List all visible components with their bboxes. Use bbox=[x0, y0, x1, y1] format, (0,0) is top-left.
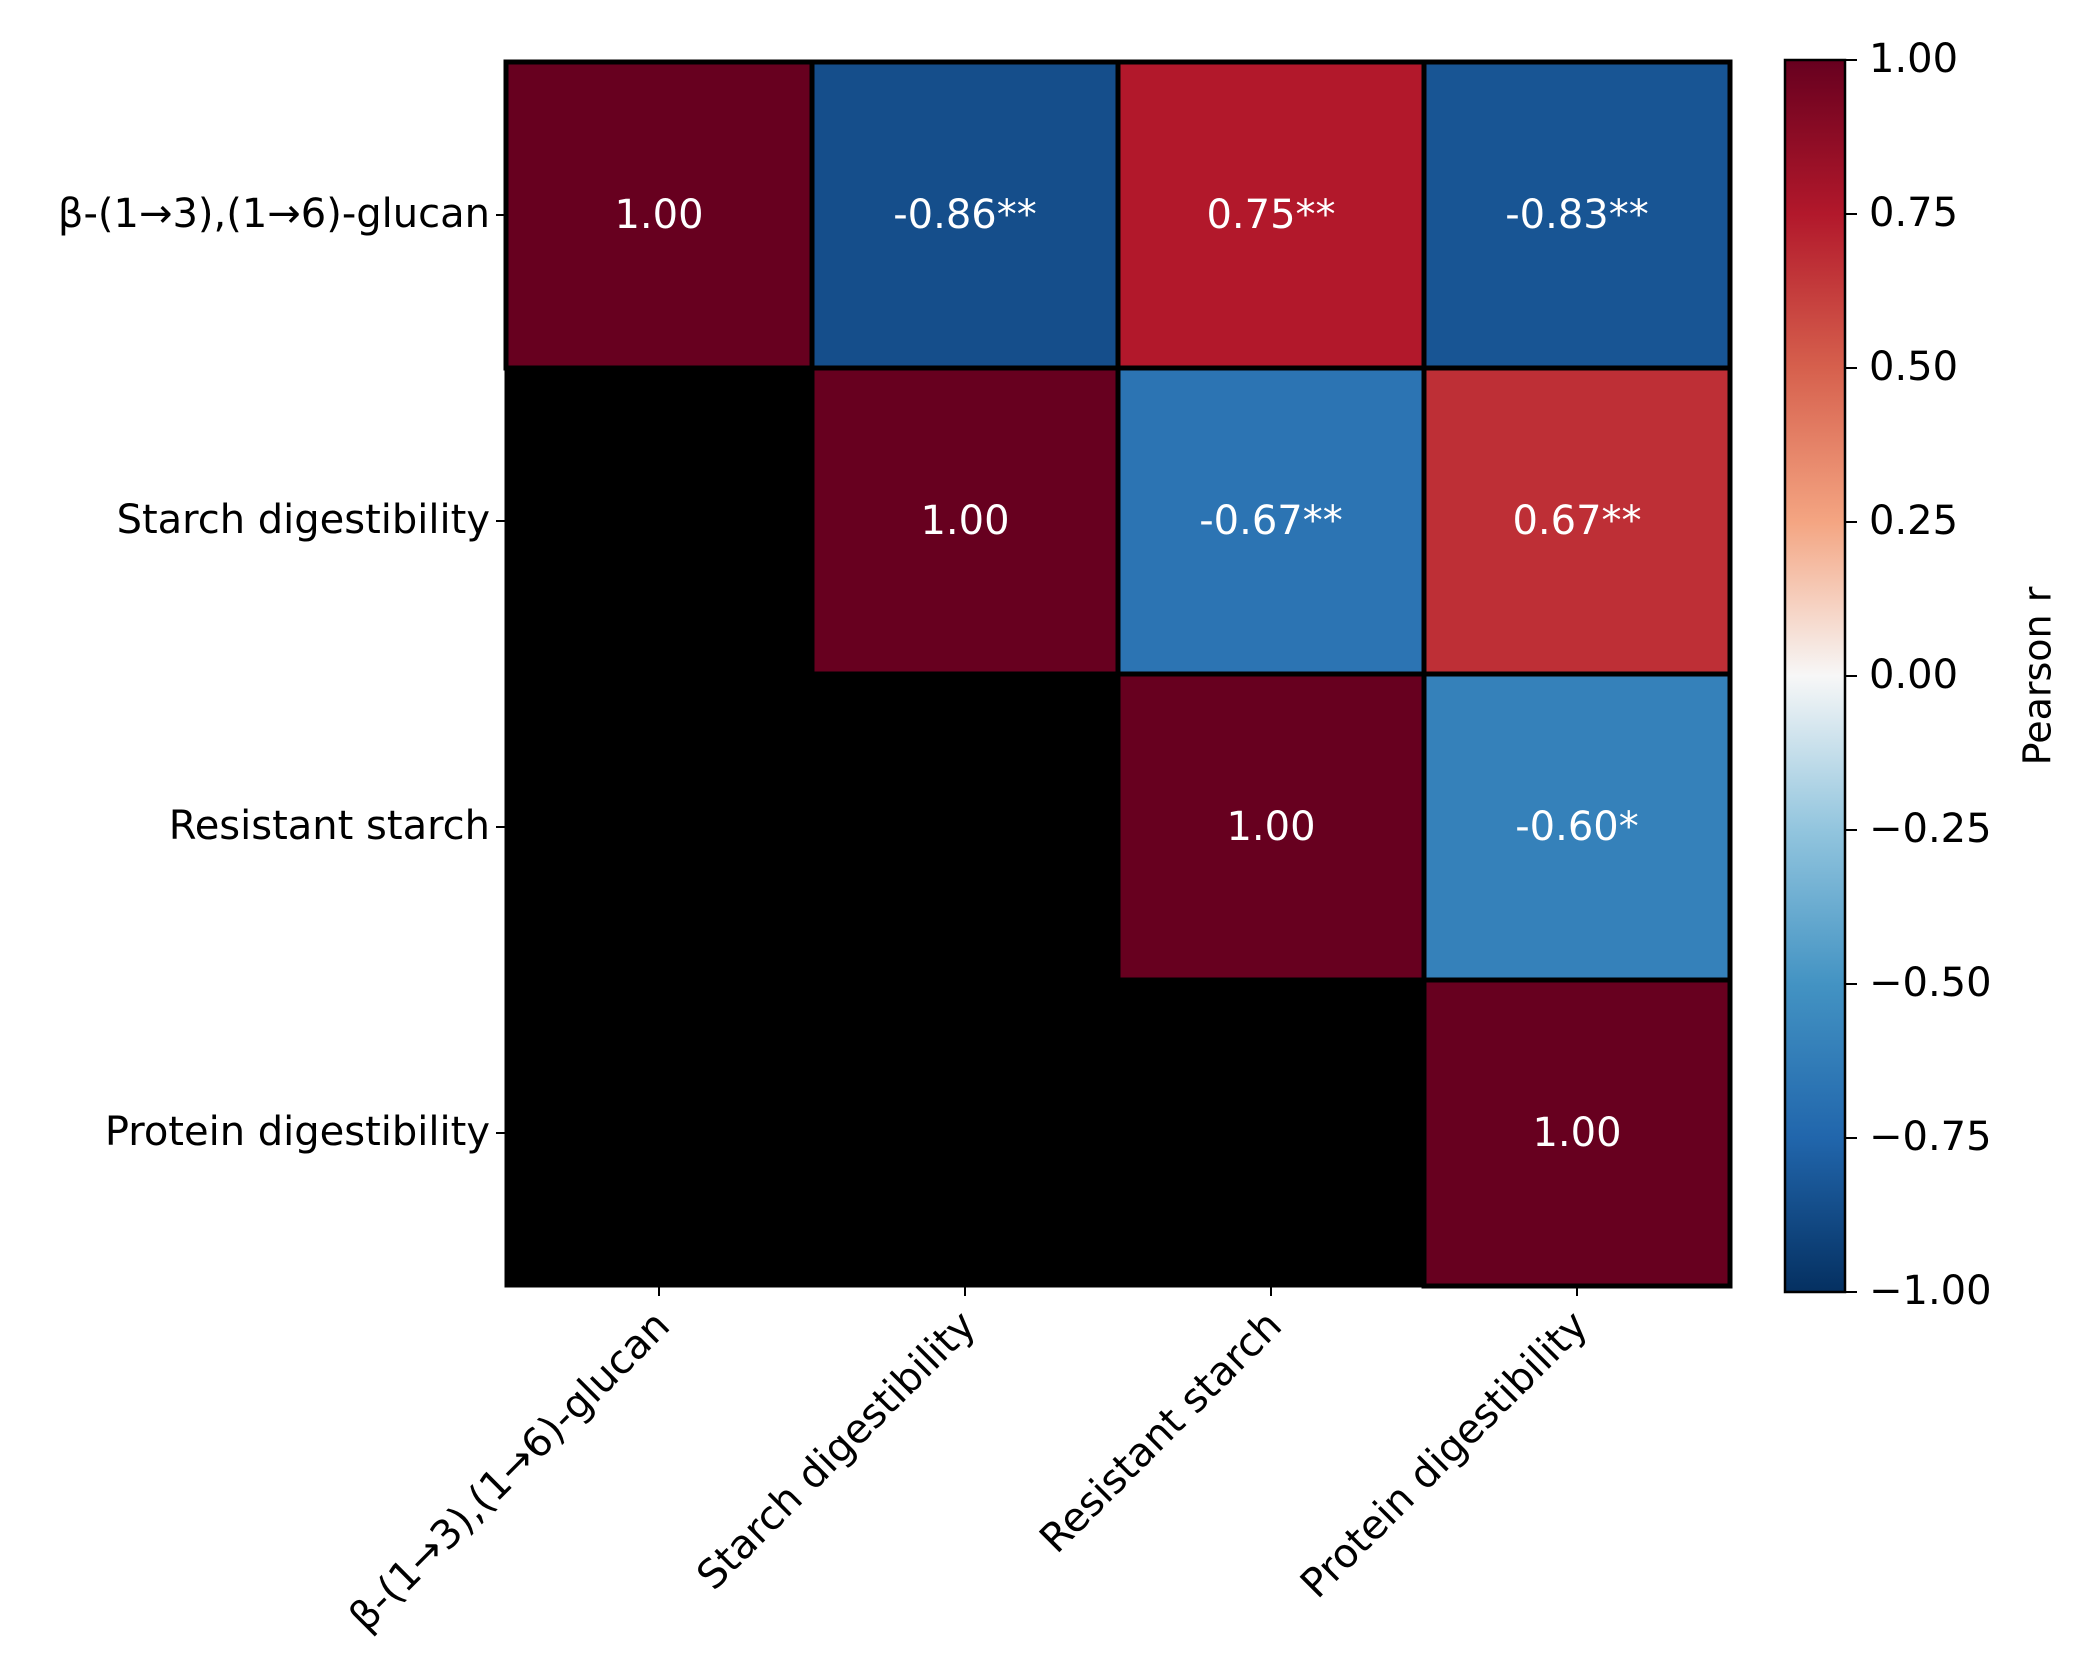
colorbar-tick-label: 0.25 bbox=[1869, 498, 1958, 544]
colorbar-tick-label: 0.00 bbox=[1869, 652, 1958, 698]
colorbar-tick-label: 1.00 bbox=[1869, 36, 1958, 82]
cell-value-label: 0.67** bbox=[1512, 498, 1641, 544]
cell-value-label: -0.67** bbox=[1199, 498, 1343, 544]
heatmap-cell bbox=[1421, 365, 1733, 677]
x-tick-label: Resistant starch bbox=[1031, 1302, 1291, 1562]
heatmap-cell bbox=[809, 365, 1121, 677]
y-axis: β-(1→3),(1→6)-glucan Starch digestibility… bbox=[58, 191, 506, 1155]
colorbar-label: Pearson r bbox=[2016, 586, 2060, 765]
colorbar: 1.00 0.75 0.50 0.25 0.00 −0.25 −0.50 −0.75 −1.00… bbox=[1783, 36, 2060, 1314]
colorbar-tick-label: −0.75 bbox=[1869, 1114, 1992, 1160]
cell-value-label: 1.00 bbox=[614, 192, 703, 238]
heatmap-cell bbox=[503, 59, 815, 371]
colorbar-tick-label: −0.25 bbox=[1869, 806, 1992, 852]
cell-value-label: 1.00 bbox=[920, 498, 1009, 544]
cell-value-label: 1.00 bbox=[1532, 1110, 1621, 1156]
heatmap-frame bbox=[504, 60, 1732, 1288]
heatmap-cell bbox=[1115, 59, 1427, 371]
colorbar-tick-label: −0.50 bbox=[1869, 960, 1992, 1006]
heatmap-cell bbox=[1115, 671, 1427, 983]
x-tick-label: Starch digestibility bbox=[688, 1302, 985, 1599]
cell-value-label: 1.00 bbox=[1226, 804, 1315, 850]
x-tick-label: Protein digestibility bbox=[1292, 1302, 1597, 1607]
colorbar-tick-label: −1.00 bbox=[1869, 1268, 1992, 1314]
colorbar-tick-label: 0.75 bbox=[1869, 190, 1958, 236]
y-tick-label: Protein digestibility bbox=[105, 1109, 490, 1155]
y-tick-label: β-(1→3),(1→6)-glucan bbox=[58, 191, 490, 237]
heatmap-grid: 1.00 -0.86** 0.75** -0.83** 1.00 -0.67** 0.67*… bbox=[503, 59, 1733, 1289]
cell-value-label: -0.83** bbox=[1505, 192, 1649, 238]
cell-value-label: -0.86** bbox=[893, 192, 1037, 238]
colorbar-tick-label: 0.50 bbox=[1869, 344, 1958, 390]
x-axis: β-(1→3),(1→6)-glucan Starch digestibility… bbox=[341, 1286, 1597, 1640]
y-tick-label: Starch digestibility bbox=[117, 497, 490, 543]
heatmap-cell bbox=[1421, 977, 1733, 1289]
cell-value-label: 0.75** bbox=[1206, 192, 1335, 238]
y-tick-label: Resistant starch bbox=[169, 803, 490, 849]
heatmap-cell bbox=[1421, 671, 1733, 983]
x-tick-label: β-(1→3),(1→6)-glucan bbox=[341, 1302, 679, 1640]
colorbar-gradient bbox=[1783, 58, 1847, 1294]
cell-value-label: -0.60* bbox=[1515, 804, 1639, 850]
